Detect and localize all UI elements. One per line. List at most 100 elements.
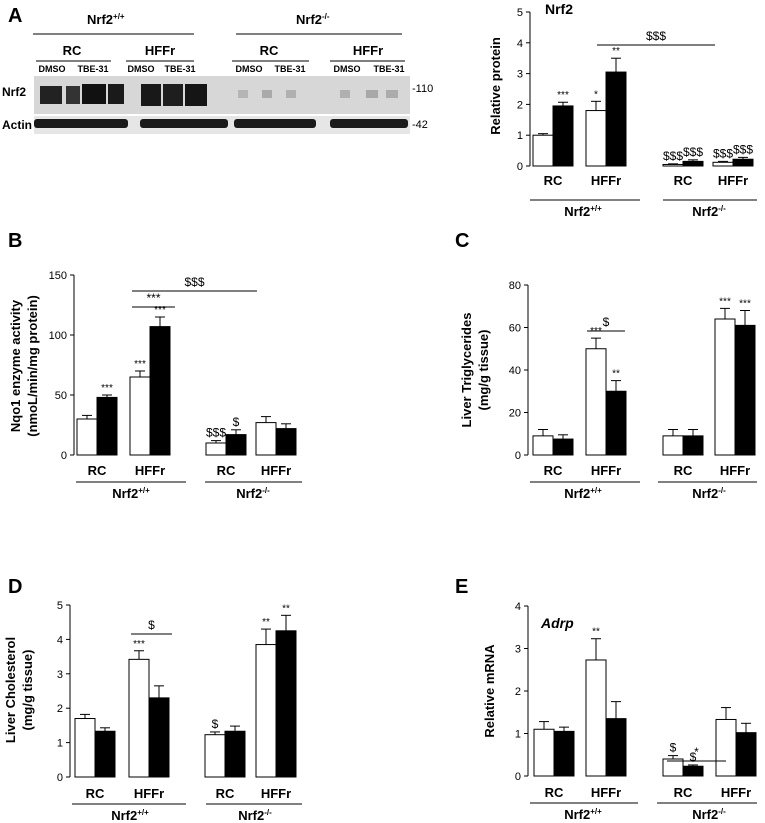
significance-label: $$$ [733, 142, 753, 156]
comparison-label: $ [148, 618, 155, 632]
significance-label: *** [739, 299, 751, 310]
blot-diet-label-4: HFFr [353, 43, 383, 58]
group-label-text: Nrf2 [236, 486, 262, 501]
x-category-label: HFFr [591, 785, 621, 800]
blot-mw-marker-110: -110 [412, 83, 433, 95]
x-category-label: RC [674, 463, 693, 478]
blot-band [163, 84, 183, 106]
y-tick-label: 5 [57, 600, 63, 612]
significance-label: ** [612, 46, 620, 57]
chart-panel-b: B 0 50 100 150 Nqo1 enzyme activity (nmoL/min/… [8, 230, 302, 501]
y-tick-label: 1 [517, 130, 523, 142]
y-tick-label: 2 [517, 99, 523, 111]
y-tick-label: 20 [509, 408, 521, 420]
bar-tbe31 [94, 730, 116, 778]
bar-tbe31 [275, 428, 297, 456]
y-axis-label-units: (mg/g tissue) [476, 330, 491, 411]
bar-dmso [662, 435, 684, 456]
significance-label: ** [282, 603, 290, 614]
blot-treatment-label: TBE-31 [77, 64, 108, 74]
blot-treatment-label: TBE-31 [164, 64, 195, 74]
x-category-label: RC [544, 173, 563, 188]
bar-dmso [585, 659, 607, 777]
y-tick-label: 80 [509, 280, 521, 292]
blot-genotype-label-1: Nrf2+/+ [87, 12, 125, 27]
blot-band [340, 90, 350, 98]
significance-label: *** [719, 296, 731, 307]
bar-dmso [715, 718, 737, 777]
comparison-label: *** [146, 291, 160, 305]
comparison-label: $$$ [184, 275, 204, 289]
bar-dmso [714, 318, 736, 456]
blot-band [34, 119, 128, 128]
y-tick-label: 150 [49, 270, 67, 282]
group-label-text: Nrf2 [692, 204, 718, 219]
bar-dmso [712, 161, 734, 167]
y-tick-label: 4 [515, 601, 521, 613]
y-tick-label: 0 [515, 771, 521, 783]
y-tick-label: 4 [517, 38, 523, 50]
significance-label: $ [670, 741, 677, 755]
comparison-label: $$$ [646, 29, 666, 43]
blot-mw-marker-42: -42 [412, 119, 428, 131]
bar-dmso [662, 758, 684, 777]
group-label: Nrf2+/+ [564, 807, 602, 822]
group-label: Nrf2-/- [236, 486, 270, 501]
chart-panel-d: D 0 1 2 3 4 5 Liver Cholesterol (mg/g tissue) RC *… [3, 576, 302, 823]
comparison-label: * [694, 745, 699, 759]
bar-dmso [205, 442, 227, 456]
blot-band [330, 119, 408, 128]
x-category-label: RC [86, 786, 105, 801]
group-label: Nrf2+/+ [564, 486, 602, 501]
bar-tbe31 [553, 730, 575, 777]
blot-treatment-label: DMSO [334, 64, 361, 74]
y-tick-label: 1 [57, 738, 63, 750]
blot-band [238, 90, 248, 98]
significance-label: ** [592, 627, 600, 638]
significance-label: $$$ [206, 426, 226, 440]
bar-tbe31 [605, 390, 627, 456]
significance-label: ** [612, 369, 620, 380]
bar-tbe31 [149, 326, 171, 456]
y-tick-label: 3 [57, 669, 63, 681]
bar-dmso [532, 134, 554, 167]
blot-band [262, 90, 272, 98]
blot-treatment-label: TBE-31 [373, 64, 404, 74]
y-tick-label: 40 [509, 365, 521, 377]
y-axis-label-units: (mg/g tissue) [20, 650, 35, 731]
y-tick-label: 60 [509, 323, 521, 335]
x-category-label: RC [545, 785, 564, 800]
blot-band [108, 84, 124, 104]
group-label-sup: -/- [264, 808, 272, 817]
significance-label: $$$ [663, 149, 683, 163]
chart-panel-c: C 0 20 40 60 80 Liver Triglycerides (mg/g tissu… [455, 230, 757, 501]
group-label: Nrf2+/+ [112, 486, 150, 501]
x-category-label: HFFr [718, 173, 748, 188]
group-label: Nrf2-/- [238, 808, 272, 823]
group-label-text: Nrf2 [112, 486, 138, 501]
significance-label: *** [557, 90, 569, 101]
group-label: Nrf2+/+ [111, 808, 149, 823]
x-category-label: HFFr [134, 786, 164, 801]
y-tick-label: 5 [517, 7, 523, 19]
y-tick-label: 3 [517, 69, 523, 81]
group-label-sup: +/+ [137, 808, 149, 817]
x-category-label: RC [674, 173, 693, 188]
group-label-sup: -/- [718, 204, 726, 213]
blot-band [82, 84, 106, 104]
significance-label: *** [133, 639, 145, 650]
significance-label: $ [690, 750, 697, 764]
blot-nrf2-bands [40, 84, 398, 106]
bar-tbe31 [552, 105, 574, 167]
group-label-sup: +/+ [590, 807, 602, 816]
blot-treatment-label: TBE-31 [274, 64, 305, 74]
group-label-text: Nrf2 [692, 807, 718, 822]
bar-dmso [662, 163, 684, 167]
blot-treatment-label: DMSO [128, 64, 155, 74]
group-label: Nrf2-/- [692, 807, 726, 822]
bar-dmso [532, 435, 554, 456]
group-label-text: Nrf2 [564, 204, 590, 219]
group-label-sup: -/- [262, 486, 270, 495]
